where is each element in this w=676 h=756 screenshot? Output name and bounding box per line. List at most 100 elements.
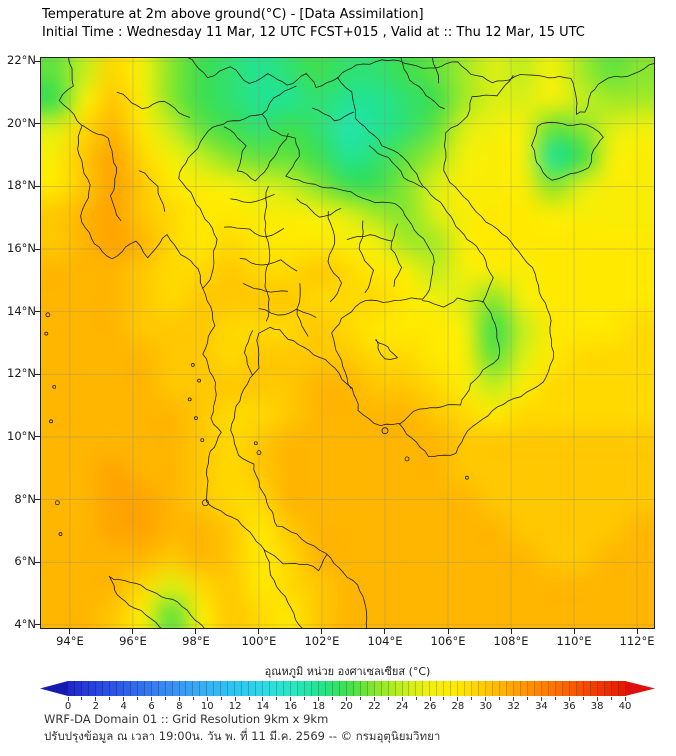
colorbar-over-arrow-icon (625, 681, 655, 696)
lat-tick-mark (35, 373, 40, 375)
colorbar-tick-mark (123, 697, 125, 701)
page-subtitle: Initial Time : Wednesday 11 Mar, 12 UTC … (42, 25, 585, 40)
colorbar-tick-mark (457, 697, 459, 701)
lat-tick-label: 14°N (7, 303, 36, 318)
colorbar-segment (507, 681, 514, 696)
colorbar-segment (277, 681, 285, 696)
colorbar-segment (291, 681, 298, 696)
province-line (242, 283, 288, 293)
lat-tick-mark (35, 185, 40, 187)
colorbar-segment (151, 681, 159, 696)
map-frame (40, 57, 655, 629)
colorbar-segment (555, 681, 563, 696)
lat-tick-label: 18°N (7, 178, 36, 193)
colorbar-tick-mark (554, 697, 556, 700)
colorbar-segment (486, 681, 494, 696)
colorbar-tick-mark (234, 697, 236, 701)
lat-tick-mark (35, 499, 40, 501)
thai-lao-mekong-border (261, 113, 435, 300)
lat-tick-mark (35, 123, 40, 125)
colorbar-segment (235, 681, 243, 696)
colorbar-gradient (68, 681, 626, 696)
colorbar-segment (604, 681, 612, 696)
colorbar-segment (297, 681, 305, 696)
myanmar-state-line (138, 170, 166, 212)
mekong-upper (261, 85, 297, 115)
colorbar-segment (200, 681, 208, 696)
colorbar-segment (520, 681, 528, 696)
colorbar-tick-mark (67, 697, 69, 701)
lat-tick-mark (35, 248, 40, 250)
cambodia-vietnam-border (398, 297, 501, 425)
colorbar-tick-mark (415, 697, 417, 700)
province-line (358, 220, 374, 293)
colorbar-segment (367, 681, 375, 696)
lao-vietnam-border (336, 76, 494, 303)
lon-tick-mark (195, 629, 197, 634)
colorbar-segment (451, 681, 459, 696)
colorbar-segment (479, 681, 487, 696)
lon-tick-label: 104°E (367, 634, 403, 648)
lon-tick-label: 110°E (556, 634, 592, 648)
island-outline (58, 532, 63, 536)
colorbar-segment (416, 681, 424, 696)
lat-tick-label: 10°N (7, 428, 36, 443)
footer-update-info: ปรับปรุงข้อมูล ณ เวลา 19:00น. วัน พ. ที่… (44, 729, 441, 743)
island-outline (187, 397, 192, 402)
colorbar-tick-label: 28 (451, 701, 465, 712)
colorbar-segment (221, 681, 229, 696)
island-outline (45, 312, 51, 318)
china-border (186, 57, 515, 88)
colorbar-segment (325, 681, 333, 696)
colorbar-segment (548, 681, 556, 696)
colorbar-tick-mark (290, 697, 292, 701)
colorbar-tick-label: 38 (590, 701, 604, 712)
sumatra-north-coast (108, 576, 206, 629)
colorbar-tick-mark (443, 697, 445, 700)
colorbar-segment (81, 681, 89, 696)
lon-tick-label: 102°E (304, 634, 340, 648)
province-line (264, 186, 271, 322)
colorbar-segment (193, 681, 201, 696)
lon-tick-mark (510, 629, 512, 634)
lat-tick-mark (35, 436, 40, 438)
island-outline (197, 378, 202, 383)
colorbar-segment (388, 681, 396, 696)
colorbar (40, 681, 655, 696)
myanmar-state-line (116, 92, 191, 118)
colorbar-segment (332, 681, 340, 696)
colorbar-tick-mark (178, 697, 180, 701)
island-outline (465, 475, 469, 480)
colorbar-segment (270, 681, 278, 696)
tonle-sap-lake (375, 339, 398, 360)
colorbar-segment (88, 681, 96, 696)
colorbar-tick-mark (346, 697, 347, 701)
map-borders-overlay (40, 57, 655, 629)
china-coast (513, 63, 655, 115)
colorbar-segment (472, 681, 480, 696)
province-line (296, 198, 342, 218)
footer-domain-info: WRF-DA Domain 01 :: Grid Resolution 9km … (44, 712, 329, 726)
colorbar-segment (458, 681, 466, 696)
colorbar-tick-label: 34 (535, 701, 548, 712)
lat-tick-label: 6°N (14, 554, 36, 569)
island-outline (202, 499, 209, 507)
colorbar-segment (172, 681, 180, 696)
province-line (258, 308, 317, 318)
colorbar-segment (74, 681, 82, 696)
sumatra-west-coast (108, 576, 166, 629)
myanmar-west-coast (58, 57, 304, 629)
lon-tick-label: 96°E (119, 634, 147, 648)
province-line (223, 226, 284, 238)
thai-malaysia-border (263, 549, 327, 572)
colorbar-segment (242, 681, 250, 696)
lon-tick-label: 112°E (619, 634, 655, 648)
colorbar-segment (583, 681, 591, 696)
colorbar-segment (144, 681, 152, 696)
island-outline (44, 331, 49, 336)
colorbar-segment (611, 681, 619, 696)
colorbar-tick-mark (582, 697, 584, 700)
province-line (390, 223, 402, 287)
lon-tick-label: 106°E (430, 634, 466, 648)
